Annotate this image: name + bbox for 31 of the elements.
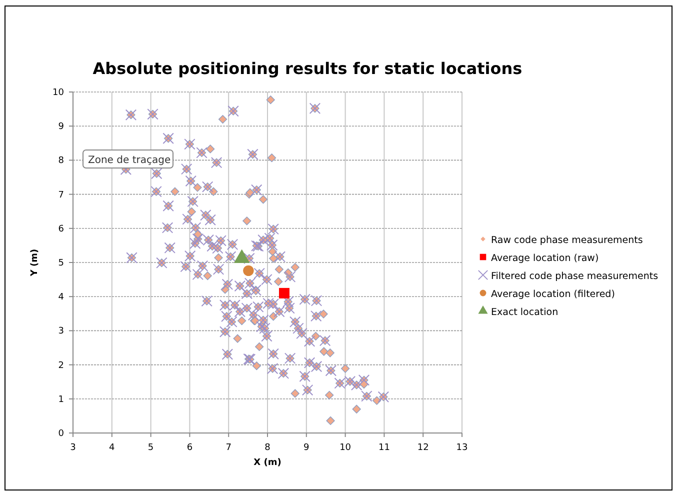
x-tick-label: 11 xyxy=(378,443,390,453)
x-tick-label: 5 xyxy=(148,443,154,453)
legend-label: Average location (raw) xyxy=(491,253,599,264)
chart-title: Absolute positioning results for static locations xyxy=(92,59,522,78)
y-tick-label: 9 xyxy=(58,122,64,132)
y-tick-label: 7 xyxy=(58,190,64,200)
x-tick-label: 9 xyxy=(304,443,310,453)
x-tick-label: 10 xyxy=(340,443,352,453)
y-axis-title: Y (m) xyxy=(30,248,40,278)
legend-label: Exact location xyxy=(491,307,558,318)
x-tick-label: 7 xyxy=(226,443,232,453)
y-tick-label: 2 xyxy=(58,360,64,371)
x-tick-label: 12 xyxy=(417,443,429,453)
x-tick-label: 8 xyxy=(264,443,271,453)
legend-label: Average location (filtered) xyxy=(491,289,615,300)
y-tick-label: 4 xyxy=(58,292,64,303)
y-tick-label: 1 xyxy=(58,394,64,405)
legend-label: Raw code phase measurements xyxy=(491,235,643,246)
annotation: Zone de traçage xyxy=(88,155,171,166)
x-tick-label: 3 xyxy=(70,443,76,453)
x-tick-label: 6 xyxy=(186,443,193,453)
y-tick-label: 10 xyxy=(52,88,64,98)
y-tick-label: 0 xyxy=(58,429,64,439)
legend-label: Filtered code phase measurements xyxy=(491,271,658,282)
x-tick-label: 13 xyxy=(456,443,468,453)
y-tick-label: 8 xyxy=(58,156,64,166)
x-axis-title: X (m) xyxy=(254,458,282,468)
y-tick-label: 5 xyxy=(58,258,64,268)
y-tick-label: 6 xyxy=(58,224,64,234)
x-tick-label: 4 xyxy=(109,443,116,453)
y-tick-label: 3 xyxy=(58,326,64,337)
